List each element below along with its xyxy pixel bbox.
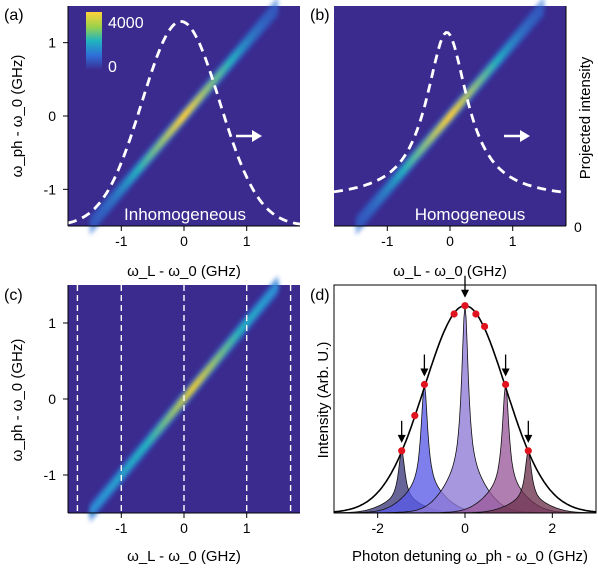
y-tick-label: -1: [44, 181, 57, 197]
arrow-head: [420, 368, 429, 377]
diagonal-core: [355, 0, 545, 232]
x-tick-label: -1: [115, 520, 128, 536]
y-tick-label: 1: [48, 35, 56, 51]
panel-b-arrow: [504, 130, 530, 142]
colorbar-max-label: 4000: [108, 15, 144, 32]
red-point: [398, 447, 406, 455]
red-point: [502, 380, 510, 389]
arrow-head: [501, 368, 510, 377]
red-point: [420, 380, 428, 389]
panel-b-axes: -1 0 1: [334, 6, 567, 249]
panel-d-label: (d): [310, 287, 330, 304]
panel-a-xlabel: ω_L - ω_0 (GHz): [127, 263, 241, 280]
panel-c-dashed-lines: [76, 285, 292, 513]
x-tick-label: 0: [180, 233, 188, 249]
red-point: [524, 447, 532, 455]
x-tick-label: 0: [446, 233, 454, 249]
red-point: [450, 310, 458, 318]
panel-a-projection-curve: [67, 19, 301, 226]
colorbar-min-label: 0: [108, 59, 117, 76]
colorbar-gradient: [86, 12, 102, 70]
panel-d-ylabel: Intensity (Arb. U.): [315, 342, 332, 459]
y-tick-label: 0: [48, 108, 56, 124]
arrow-head: [461, 289, 469, 298]
panel-b: (b) Homogeneous -1 0 1 ω_L - ω_0 (GHz) Pro…: [310, 0, 594, 280]
x-tick-label: 2: [548, 520, 556, 536]
red-point: [472, 310, 480, 318]
x-tick-label: 0: [461, 520, 469, 536]
panel-a-axes: -1 0 1 -1 0 1: [44, 6, 300, 249]
y-tick-label: 1: [48, 315, 56, 331]
arrow-head: [397, 434, 406, 443]
panel-b-projection-curve: [333, 31, 567, 194]
diagonal-core: [89, 0, 279, 232]
panel-a-colorbar: 4000 0: [86, 12, 144, 76]
x-tick-label: 1: [243, 520, 251, 536]
panel-a-ylabel: ω_ph - ω_0 (GHz): [9, 55, 26, 178]
red-point: [481, 322, 489, 331]
panel-b-right-tick-zero: 0: [574, 219, 582, 235]
panel-a-diagonal-band: [89, 0, 279, 236]
panel-d-arrows: [397, 275, 533, 443]
arrow-head: [524, 434, 533, 443]
x-tick-label: 0: [180, 520, 188, 536]
panel-d-xlabel: Photon detuning ω_ph - ω_0 (GHz): [352, 548, 588, 565]
panel-c: (c) -1 0 1 -1 0 1 ω_L - ω_0 (GHz) ω_ph - ω_0 …: [4, 275, 300, 565]
panel-c-axes: -1 0 1 -1 0 1: [44, 285, 300, 536]
red-point: [411, 412, 419, 420]
panel-a: (a) 4000 0 Inhomogeneous -1 0 1 -1 0 1 ω_L - …: [4, 0, 301, 280]
red-point: [461, 302, 469, 310]
x-tick-label: -2: [371, 520, 384, 536]
panel-c-ylabel: ω_ph - ω_0 (GHz): [9, 339, 26, 462]
panel-b-xlabel: ω_L - ω_0 (GHz): [393, 263, 507, 280]
panel-c-xlabel: ω_L - ω_0 (GHz): [127, 548, 241, 565]
x-tick-label: -1: [381, 233, 394, 249]
panel-a-annotation: Inhomogeneous: [124, 205, 246, 224]
panel-c-label: (c): [4, 287, 23, 304]
y-tick-label: 0: [48, 391, 56, 407]
panel-b-annotation: Homogeneous: [415, 205, 526, 224]
x-tick-label: -1: [115, 233, 128, 249]
panel-a-arrow: [236, 130, 262, 142]
panel-b-label: (b): [310, 7, 330, 24]
y-tick-label: -1: [44, 467, 57, 483]
panel-d: (d) -2 0 2 Photon detuning ω_ph - ω_0 (GHz…: [310, 275, 597, 565]
panel-a-label: (a): [4, 7, 24, 24]
x-tick-label: 1: [509, 233, 517, 249]
panel-d-red-points: [398, 302, 532, 455]
x-tick-label: 1: [243, 233, 251, 249]
panel-b-diagonal-band: [355, 0, 545, 236]
panel-b-right-ylabel: Projected intensity: [577, 56, 594, 179]
panel-d-axes: -2 0 2: [334, 512, 596, 536]
